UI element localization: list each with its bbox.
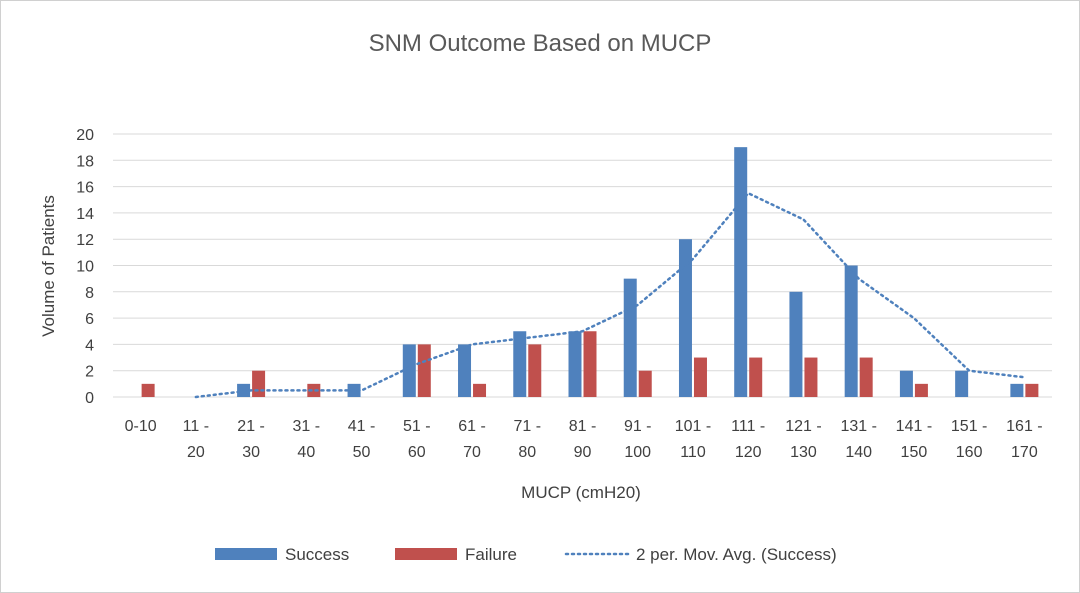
bar-success	[402, 344, 416, 397]
x-tick-label: 101 -	[675, 418, 711, 435]
x-tick-label: 90	[574, 444, 592, 461]
bar-success	[623, 278, 637, 397]
x-tick-label: 60	[408, 444, 426, 461]
bar-failure	[749, 357, 763, 397]
y-tick-label: 2	[85, 364, 94, 381]
y-tick-label: 16	[76, 180, 94, 197]
y-tick-label: 10	[76, 259, 94, 276]
x-axis-ticks: 0-10 11 - 20 21 - 30 31 - 40 41 - 50 51 - 60 61 - 70…	[125, 418, 1043, 461]
x-tick-label: 100	[624, 444, 651, 461]
x-tick-label: 111 -	[731, 418, 765, 435]
y-tick-label: 6	[85, 311, 94, 328]
x-tick-label: 160	[956, 444, 983, 461]
y-axis-label: Volume of Patients	[39, 195, 58, 337]
legend: Success Failure 2 per. Mov. Avg. (Success)	[215, 545, 837, 564]
bar-failure	[804, 357, 818, 397]
bar-failure	[693, 357, 707, 397]
x-tick-label: 121 -	[785, 418, 821, 435]
x-tick-label: 120	[735, 444, 762, 461]
bar-failure	[914, 383, 928, 397]
bar-failure	[417, 344, 431, 397]
x-tick-label: 71 -	[513, 418, 541, 435]
x-tick-label: 0-10	[125, 418, 157, 435]
bar-success	[1010, 383, 1024, 397]
bar-failure	[859, 357, 873, 397]
bar-failure	[1025, 383, 1039, 397]
x-tick-label: 91 -	[624, 418, 652, 435]
y-tick-label: 20	[76, 127, 94, 144]
bar-success	[568, 331, 582, 397]
bar-failure	[473, 383, 487, 397]
x-tick-label: 31 -	[293, 418, 321, 435]
bar-success	[789, 291, 803, 397]
bar-success	[678, 239, 692, 397]
x-tick-label: 21 -	[237, 418, 265, 435]
x-tick-label: 81 -	[569, 418, 597, 435]
bar-failure	[638, 370, 652, 397]
legend-swatch	[395, 548, 457, 560]
legend-label: Failure	[465, 545, 517, 564]
x-tick-label: 40	[297, 444, 315, 461]
x-tick-label: 41 -	[348, 418, 376, 435]
x-tick-label: 80	[518, 444, 536, 461]
bar-failure	[583, 331, 597, 397]
legend-label: Success	[285, 545, 349, 564]
y-tick-label: 12	[76, 232, 94, 249]
x-tick-label: 50	[353, 444, 371, 461]
x-tick-label: 141 -	[896, 418, 932, 435]
moving-average-line	[194, 191, 1026, 399]
x-tick-label: 150	[901, 444, 928, 461]
x-tick-label: 30	[242, 444, 260, 461]
x-tick-label: 130	[790, 444, 817, 461]
x-tick-label: 161 -	[1006, 418, 1042, 435]
bar-success	[513, 331, 527, 397]
y-tick-label: 4	[85, 337, 94, 354]
legend-swatch	[215, 548, 277, 560]
y-tick-label: 14	[76, 206, 94, 223]
gridlines	[113, 133, 1052, 398]
bar-failure	[252, 370, 266, 397]
x-tick-label: 20	[187, 444, 205, 461]
bar-failure	[528, 344, 542, 397]
x-tick-label: 110	[680, 444, 706, 461]
x-tick-label: 51 -	[403, 418, 431, 435]
bar-success	[458, 344, 472, 397]
x-tick-label: 11 -	[183, 418, 209, 435]
bar-success	[844, 265, 858, 397]
x-tick-label: 70	[463, 444, 481, 461]
x-tick-label: 140	[845, 444, 872, 461]
y-axis-ticks: 0 2 4 6 8 10 12 14 16 18 20	[76, 127, 94, 407]
chart-title: SNM Outcome Based on MUCP	[369, 30, 712, 57]
legend-label: 2 per. Mov. Avg. (Success)	[636, 545, 837, 564]
y-tick-label: 18	[76, 153, 94, 170]
y-tick-label: 0	[85, 390, 94, 407]
x-tick-label: 61 -	[458, 418, 486, 435]
x-tick-label: 151 -	[951, 418, 987, 435]
bar-failure	[307, 383, 321, 397]
bar-failure	[141, 383, 155, 397]
x-tick-label: 170	[1011, 444, 1038, 461]
x-tick-label: 131 -	[840, 418, 876, 435]
trendline	[194, 191, 1026, 399]
bar-success	[955, 370, 969, 397]
x-axis-label: MUCP (cmH20)	[521, 483, 641, 502]
bar-success	[899, 370, 913, 397]
bar-success	[734, 147, 748, 397]
y-tick-label: 8	[85, 285, 94, 302]
bars	[141, 147, 1039, 397]
